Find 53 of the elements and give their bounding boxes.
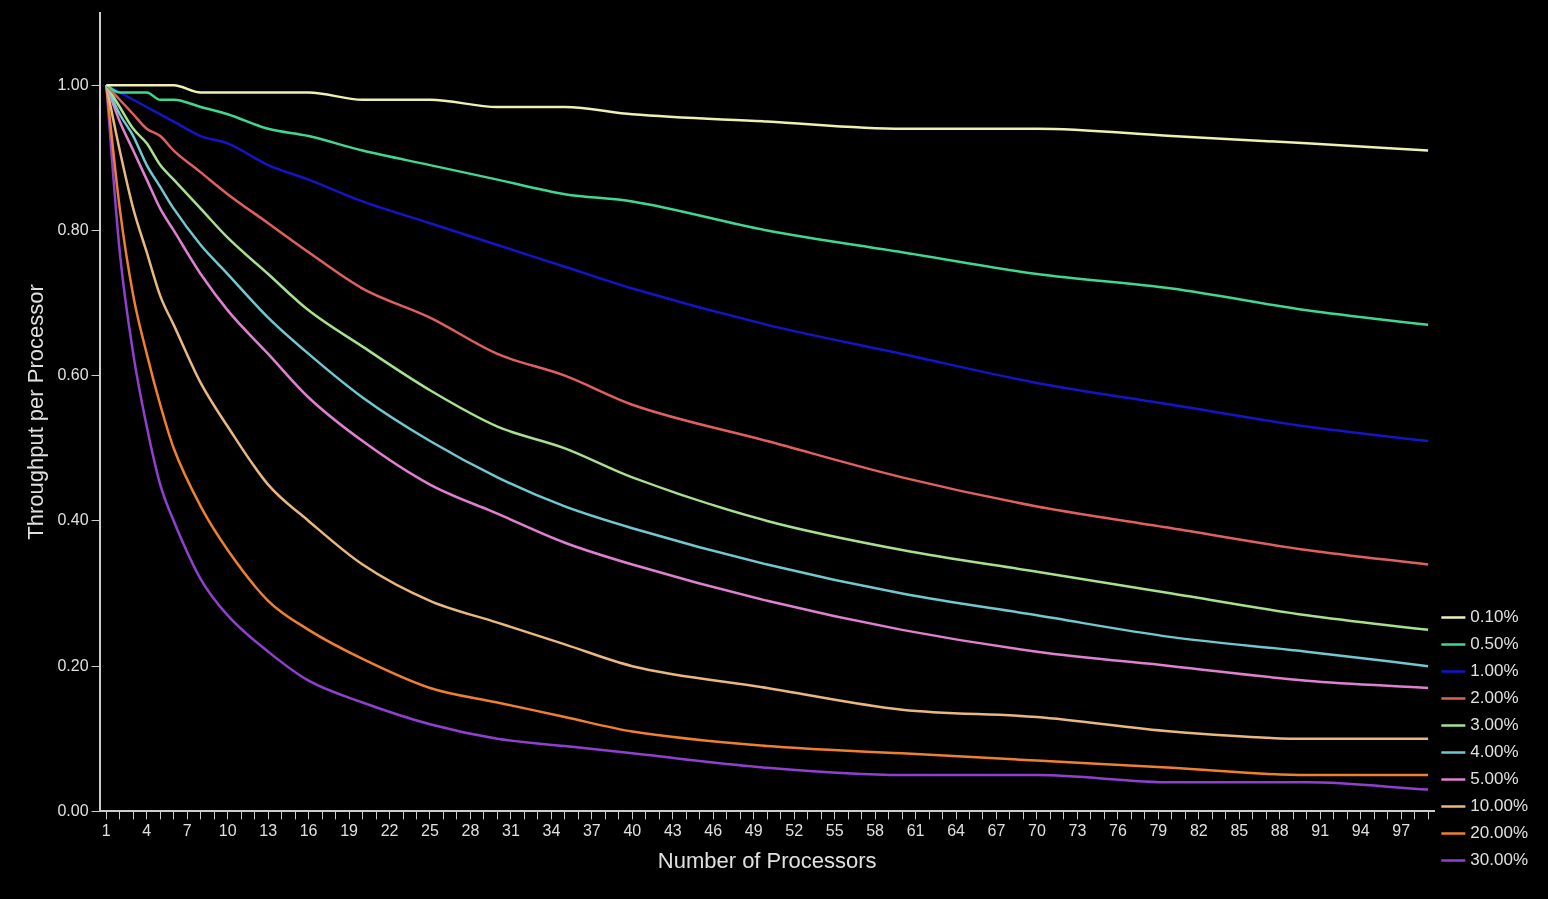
x-tick-label: 55: [825, 822, 844, 840]
line-series: [105, 83, 1430, 327]
x-tick-label: 52: [785, 822, 804, 840]
x-tick-label: 97: [1392, 822, 1411, 840]
x-tick-label: 58: [866, 822, 885, 840]
x-tick-label: 25: [421, 822, 439, 840]
line-series: [105, 83, 1430, 152]
y-tick-label: 0.60: [57, 366, 89, 384]
legend-label: 2.00%: [1470, 688, 1519, 708]
x-tick-label: 82: [1189, 822, 1208, 840]
x-tick-label: 64: [947, 822, 966, 840]
y-tick-label: 0.20: [57, 656, 89, 674]
legend-label: 0.10%: [1470, 607, 1519, 627]
x-tick-label: 85: [1230, 822, 1249, 840]
legend-label: 10.00%: [1470, 796, 1529, 816]
x-tick-label: 67: [987, 822, 1006, 840]
legend-label: 1.00%: [1470, 661, 1519, 681]
x-tick-label: 88: [1270, 822, 1289, 840]
x-tick-label: 70: [1028, 822, 1046, 840]
x-tick-label: 34: [542, 822, 561, 840]
y-axis-title: Throughput per Processor: [23, 284, 49, 540]
legend-label: 4.00%: [1470, 742, 1519, 762]
y-tick-label: 1.00: [57, 75, 89, 93]
x-tick-label: 4: [142, 822, 152, 840]
x-tick-label: 10: [218, 822, 237, 840]
legend-label: 0.50%: [1470, 634, 1519, 654]
y-tick-label: 0.80: [57, 220, 89, 238]
x-tick-label: 40: [623, 822, 642, 840]
legend-label: 5.00%: [1470, 769, 1519, 789]
x-tick-label: 28: [461, 822, 480, 840]
x-tick-label: 49: [744, 822, 763, 840]
x-tick-label: 37: [582, 822, 601, 840]
x-tick-label: 46: [704, 822, 723, 840]
y-tick-label: 0.40: [57, 511, 89, 529]
x-tick-label: 76: [1108, 822, 1127, 840]
legend-label: 30.00%: [1470, 850, 1529, 870]
x-axis-title: Number of Processors: [657, 847, 877, 873]
legend-label: 20.00%: [1470, 823, 1529, 843]
x-tick-label: 94: [1351, 822, 1370, 840]
x-tick-label: 43: [663, 822, 682, 840]
x-tick-label: 79: [1149, 822, 1168, 840]
legend-label: 3.00%: [1470, 715, 1519, 735]
x-tick-label: 73: [1068, 822, 1087, 840]
x-tick-label: 13: [259, 822, 278, 840]
x-tick-label: 16: [299, 822, 318, 840]
x-tick-label: 31: [502, 822, 520, 840]
x-tick-label: 7: [182, 822, 192, 840]
x-tick-label: 1: [101, 822, 111, 840]
y-tick-label: 0.00: [57, 801, 89, 819]
x-tick-label: 22: [380, 822, 399, 840]
x-tick-label: 19: [340, 822, 359, 840]
x-tick-label: 91: [1311, 822, 1330, 840]
x-tick-label: 61: [906, 822, 925, 840]
